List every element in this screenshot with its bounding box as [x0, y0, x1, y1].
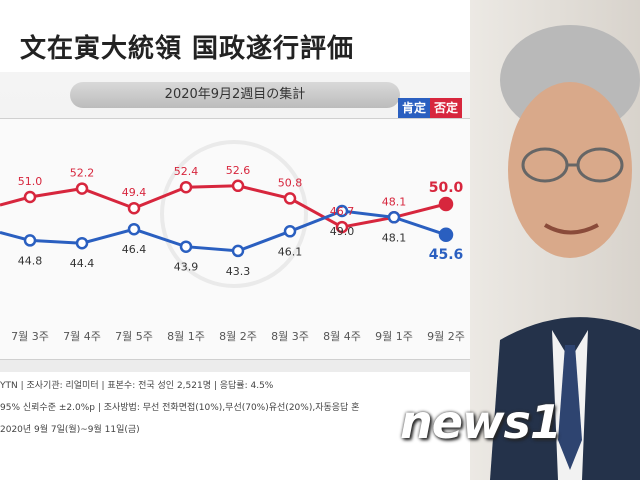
data-label-0-3: 52.4: [174, 165, 199, 178]
chart-footer: YTN | 조사기관: 리얼미터 | 표본수: 전국 성인 2,521명 | 응…: [0, 372, 470, 480]
series-point-1-4: [231, 244, 245, 258]
series-point-0-4: [231, 179, 245, 193]
data-label-1-0: 44.8: [18, 254, 43, 267]
x-tick-label-2: 7월 5주: [115, 330, 153, 343]
x-tick-label-8: 9월 2주: [427, 330, 465, 343]
chart-title: 文在寅大統領 国政遂行評価: [20, 34, 355, 64]
series-point-1-5: [283, 225, 297, 238]
portrait-photo: [470, 0, 640, 480]
series-point-1-7: [387, 211, 401, 224]
series-point-0-8: [438, 196, 454, 212]
chart-subtitle: 2020年9月2週目の集計: [70, 82, 400, 108]
data-label-0-6: 46.7: [330, 205, 355, 218]
series-point-1-0: [23, 234, 37, 247]
footer-line-2: 95% 신뢰수준 ±2.0%p | 조사방법: 무선 전화면접(10%),무선(…: [0, 403, 360, 413]
data-label-1-5: 46.1: [278, 245, 303, 258]
x-tick-label-0: 7월 3주: [11, 330, 49, 343]
data-label-1-2: 46.4: [122, 243, 147, 256]
line-chart: 51.0 52.2 49.4 52.4 52.6 50.8 46.7 48.1 50.0 44.8…: [0, 164, 465, 343]
footer-line-1: YTN | 조사기관: 리얼미터 | 표본수: 전국 성인 2,521명 | 응…: [0, 381, 274, 391]
x-tick-label-7: 9월 1주: [375, 330, 413, 343]
legend: 肯定 否定: [398, 98, 463, 118]
portrait-illustration: [490, 25, 640, 480]
series-point-1-8: [438, 227, 454, 243]
data-label-1-3: 43.9: [174, 261, 199, 274]
series-point-0-1: [75, 182, 89, 195]
data-label-0-7: 48.1: [382, 195, 407, 208]
data-label-0-0: 51.0: [18, 175, 43, 188]
x-tick-label-1: 7월 4주: [63, 330, 101, 343]
series-point-0-5: [283, 192, 297, 205]
x-tick-label-6: 8월 4주: [323, 330, 361, 343]
footer-line-3: 2020년 9월 7일(월)~9월 11일(금): [0, 425, 140, 435]
x-tick-label-3: 8월 1주: [167, 330, 205, 343]
series-point-0-0: [23, 190, 37, 204]
series-point-0-3: [179, 180, 193, 194]
seal-emblem: [160, 140, 308, 288]
legend-positive: 肯定: [398, 98, 431, 118]
series-point-1-1: [75, 236, 89, 250]
news-watermark: news1: [400, 395, 562, 449]
data-label-1-1: 44.4: [70, 257, 95, 270]
series-point-1-6: [335, 204, 349, 218]
data-label-0-4: 52.6: [226, 164, 251, 177]
data-label-0-1: 52.2: [70, 167, 95, 180]
data-label-0-5: 50.8: [278, 176, 303, 189]
x-tick-label-5: 8월 3주: [271, 330, 309, 343]
legend-negative: 否定: [430, 98, 463, 118]
series-point-0-2: [127, 201, 141, 215]
data-label-1-7: 48.1: [382, 231, 407, 244]
data-label-1-6: 49.0: [330, 225, 355, 238]
data-label-1-8: 45.6: [429, 247, 464, 263]
data-label-1-4: 43.3: [226, 265, 251, 278]
series-point-0-6: [335, 220, 349, 234]
series-point-1-3: [179, 240, 193, 253]
x-tick-label-4: 8월 2주: [219, 330, 257, 343]
series-point-1-2: [127, 222, 141, 236]
data-label-0-8: 50.0: [429, 180, 464, 196]
data-label-0-2: 49.4: [122, 186, 147, 199]
